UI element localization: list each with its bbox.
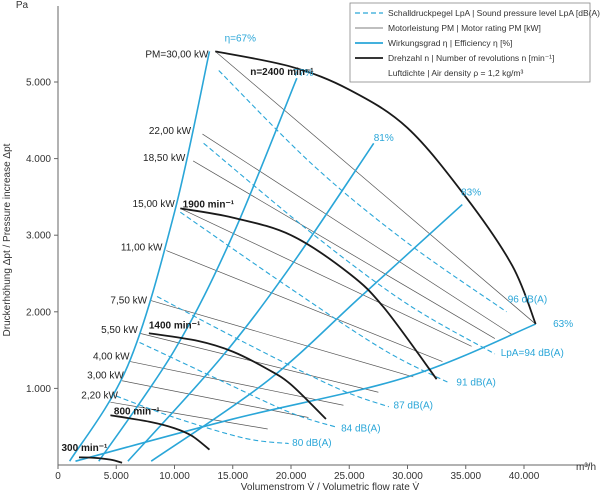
efficiency-label: 81% xyxy=(374,133,394,144)
legend-entry: Wirkungsgrad η | Efficiency η [%] xyxy=(388,38,512,48)
motor-rating-label: 15,00 kW xyxy=(133,199,176,210)
legend-entry: Drehzahl n | Number of revolutions n [mi… xyxy=(388,53,554,63)
motor-rating-line xyxy=(180,208,472,347)
legend-entry: Luftdichte | Air density ρ = 1,2 kg/m³ xyxy=(388,68,523,78)
legend-entry: Motorleistung PM | Motor rating PM [kW] xyxy=(388,23,541,33)
motor-rating-label: 3,00 kW xyxy=(87,370,124,381)
motor-rating-line xyxy=(192,160,496,339)
legend-entry: Schalldruckpegel LpA | Sound pressure le… xyxy=(388,8,600,18)
sound-pressure-line xyxy=(180,211,450,384)
efficiency-line xyxy=(68,51,211,462)
efficiency-line xyxy=(98,77,298,462)
speed-curve-label: 300 min⁻¹ xyxy=(61,443,108,454)
y-tick-label: 2.000 xyxy=(26,307,51,318)
speed-curve-label: 1400 min⁻¹ xyxy=(149,321,201,332)
y-tick-label: 3.000 xyxy=(26,231,51,242)
x-unit-label: m³/h xyxy=(576,462,596,473)
efficiency-line xyxy=(127,142,375,462)
y-tick-label: 4.000 xyxy=(26,154,51,165)
sound-pressure-label: LpA=94 dB(A) xyxy=(501,348,564,359)
sound-pressure-label: 84 dB(A) xyxy=(341,423,380,434)
speed-curve-label: 800 min⁻¹ xyxy=(114,406,161,417)
motor-rating-line xyxy=(130,361,344,406)
sound-pressure-label: 91 dB(A) xyxy=(456,377,495,388)
sound-pressure-label: 87 dB(A) xyxy=(394,400,433,411)
x-tick-label: 25.000 xyxy=(334,471,365,482)
motor-rating-label: PM=30,00 kW xyxy=(145,49,209,60)
motor-rating-label: 18,50 kW xyxy=(143,153,186,164)
x-tick-label: 0 xyxy=(55,471,61,482)
x-axis-title: Volumenstrom V̇ / Volumetric flow rate V… xyxy=(241,480,420,493)
motor-rating-label: 2,20 kW xyxy=(81,390,118,401)
speed-curve-label: 1900 min⁻¹ xyxy=(183,200,235,211)
motor-rating-label: 11,00 kW xyxy=(121,243,163,254)
motor-rating-line xyxy=(122,380,309,418)
x-tick-label: 35.000 xyxy=(450,471,481,482)
motor-rating-line xyxy=(202,133,513,336)
motor-rating-label: 4,00 kW xyxy=(93,351,130,362)
sound-pressure-label: 96 dB(A) xyxy=(508,295,547,306)
y-tick-label: 5.000 xyxy=(26,78,51,89)
x-tick-label: 30.000 xyxy=(392,471,423,482)
speed-curve xyxy=(110,414,211,451)
speed-curve-label: n=2400 min⁻¹ xyxy=(250,67,314,78)
efficiency-label: η=67% xyxy=(225,33,257,44)
sound-pressure-line xyxy=(116,395,289,445)
speed-curve xyxy=(180,207,438,380)
efficiency-label: 83% xyxy=(461,187,481,198)
x-tick-label: 15.000 xyxy=(217,471,248,482)
speed-curve xyxy=(215,50,537,325)
motor-rating-line xyxy=(166,250,443,362)
motor-rating-line xyxy=(215,51,536,325)
motor-rating-line xyxy=(139,332,379,393)
sound-pressure-line xyxy=(218,70,507,313)
sound-pressure-line xyxy=(203,142,496,355)
motor-rating-label: 7,50 kW xyxy=(110,295,147,306)
motor-rating-label: 22,00 kW xyxy=(149,126,192,137)
y-tick-label: 1.000 xyxy=(26,384,51,395)
sound-pressure-label: 80 dB(A) xyxy=(292,438,331,449)
y-unit-label: Pa xyxy=(16,0,29,11)
speed-curve xyxy=(148,332,327,420)
x-tick-label: 5.000 xyxy=(104,471,129,482)
efficiency-line xyxy=(75,323,536,462)
y-axis-title: Druckerhöhung Δpt / Pressure increase Δp… xyxy=(2,143,13,336)
motor-rating-label: 5,50 kW xyxy=(101,325,138,336)
x-tick-label: 20.000 xyxy=(276,471,307,482)
motor-rating-line xyxy=(149,299,414,378)
x-tick-label: 40.000 xyxy=(509,471,540,482)
speed-curve xyxy=(78,456,123,464)
x-tick-label: 10.000 xyxy=(159,471,190,482)
efficiency-label: 63% xyxy=(553,319,573,330)
sound-pressure-line xyxy=(139,341,338,428)
legend: Schalldruckpegel LpA | Sound pressure le… xyxy=(349,2,600,83)
efficiency-label: 77% xyxy=(293,68,313,79)
